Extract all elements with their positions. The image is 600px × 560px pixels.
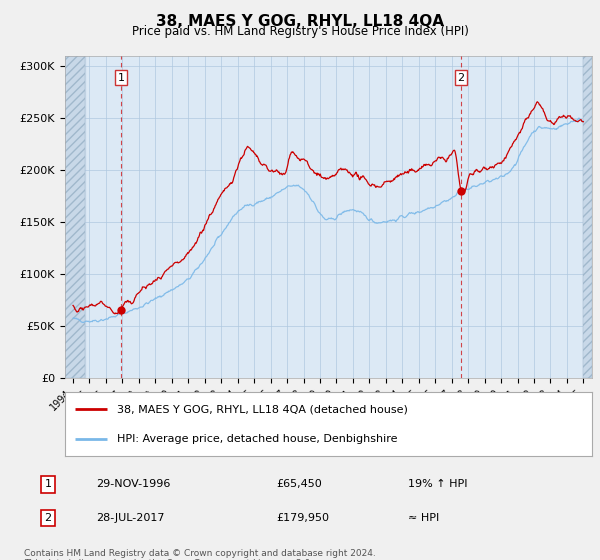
Text: 19% ↑ HPI: 19% ↑ HPI bbox=[408, 479, 467, 489]
Text: 38, MAES Y GOG, RHYL, LL18 4QA: 38, MAES Y GOG, RHYL, LL18 4QA bbox=[156, 14, 444, 29]
Text: 2: 2 bbox=[457, 73, 464, 83]
Text: £65,450: £65,450 bbox=[276, 479, 322, 489]
Text: 28-JUL-2017: 28-JUL-2017 bbox=[96, 513, 164, 523]
Text: Price paid vs. HM Land Registry's House Price Index (HPI): Price paid vs. HM Land Registry's House … bbox=[131, 25, 469, 38]
Text: 1: 1 bbox=[44, 479, 52, 489]
Bar bbox=[65, 56, 85, 378]
Text: £179,950: £179,950 bbox=[276, 513, 329, 523]
Text: Contains HM Land Registry data © Crown copyright and database right 2024.
This d: Contains HM Land Registry data © Crown c… bbox=[24, 549, 376, 560]
Bar bbox=[583, 56, 592, 378]
Text: 1: 1 bbox=[118, 73, 124, 83]
Text: 29-NOV-1996: 29-NOV-1996 bbox=[96, 479, 170, 489]
Bar bbox=[65, 56, 85, 378]
Text: HPI: Average price, detached house, Denbighshire: HPI: Average price, detached house, Denb… bbox=[118, 434, 398, 444]
Text: 38, MAES Y GOG, RHYL, LL18 4QA (detached house): 38, MAES Y GOG, RHYL, LL18 4QA (detached… bbox=[118, 404, 409, 414]
Text: ≈ HPI: ≈ HPI bbox=[408, 513, 439, 523]
Text: 2: 2 bbox=[44, 513, 52, 523]
Bar bbox=[583, 56, 592, 378]
